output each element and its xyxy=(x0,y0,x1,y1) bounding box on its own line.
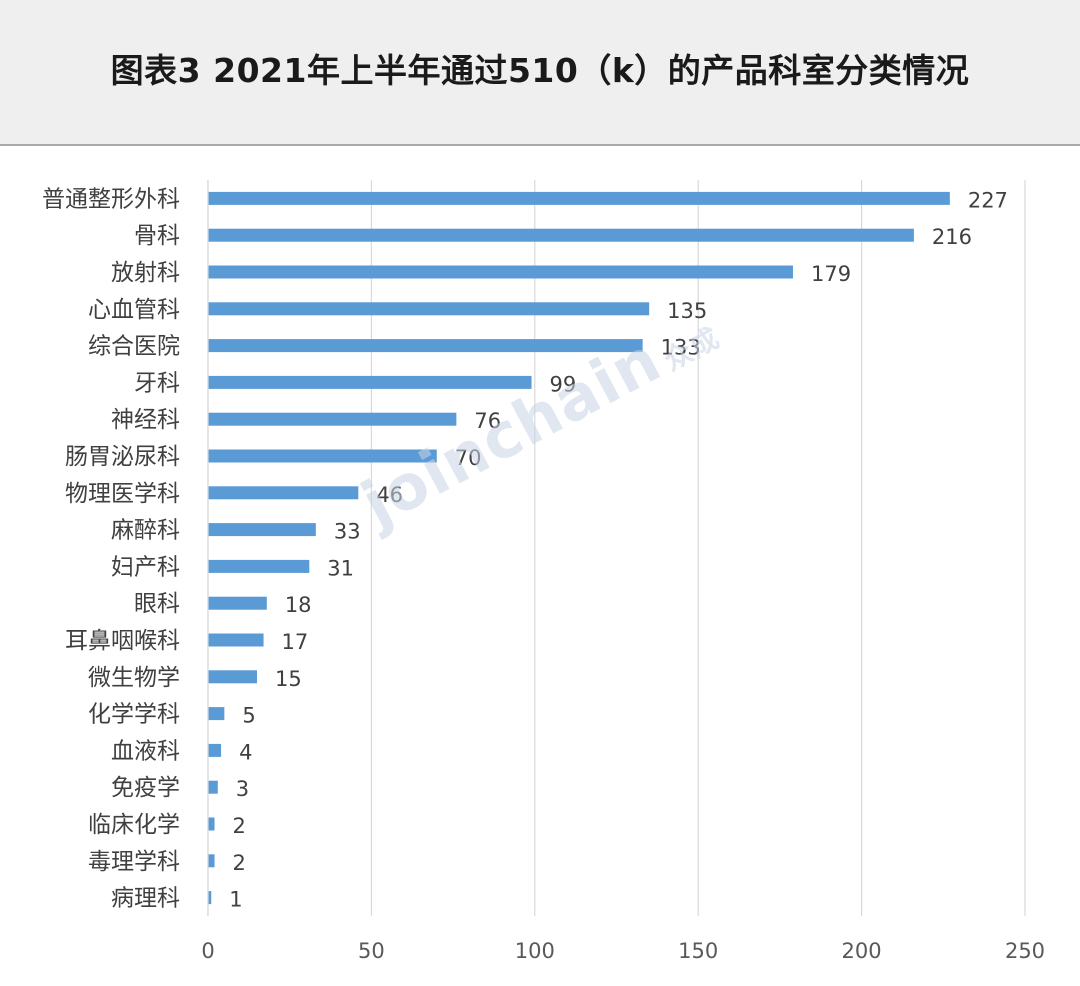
data-label: 76 xyxy=(474,409,501,433)
category-label: 神经科 xyxy=(111,407,180,433)
data-label: 3 xyxy=(236,777,249,801)
category-label: 放射科 xyxy=(111,260,180,286)
data-label: 17 xyxy=(282,630,309,654)
bar xyxy=(208,228,914,242)
x-tick-label: 0 xyxy=(201,939,214,963)
bar xyxy=(208,191,950,205)
bar xyxy=(208,596,267,610)
chart-panel: 0 50 100 150 200 250 普通整形外科 227 骨科 216 放射科 179 心血管科 1… xyxy=(0,146,1080,986)
category-label: 综合医院 xyxy=(88,334,180,360)
category-label: 牙科 xyxy=(134,370,180,396)
data-label: 31 xyxy=(327,556,354,580)
data-label: 70 xyxy=(455,446,482,470)
category-label: 物理医学科 xyxy=(65,481,180,507)
bar xyxy=(208,523,316,537)
data-label: 2 xyxy=(233,814,246,838)
data-label: 33 xyxy=(334,520,361,544)
bar xyxy=(208,743,222,757)
data-label: 5 xyxy=(242,704,255,728)
data-label: 133 xyxy=(661,336,701,360)
bar xyxy=(208,670,258,684)
bar-chart: 0 50 100 150 200 250 普通整形外科 227 骨科 216 放射科 179 心血管科 1… xyxy=(42,180,1045,963)
category-label: 耳鼻咽喉科 xyxy=(65,628,180,654)
category-label: 妇产科 xyxy=(111,554,180,580)
x-tick-label: 100 xyxy=(515,939,555,963)
data-label: 135 xyxy=(667,299,707,323)
category-label: 肠胃泌尿科 xyxy=(65,444,180,470)
bar xyxy=(208,817,215,831)
bar xyxy=(208,486,359,500)
bar xyxy=(208,854,215,868)
x-tick-label: 200 xyxy=(842,939,882,963)
bar xyxy=(208,707,225,721)
chart-title: 图表3 2021年上半年通过510（k）的产品科室分类情况 xyxy=(110,51,970,90)
bar xyxy=(208,375,532,389)
bar xyxy=(208,780,218,794)
x-tick-label: 150 xyxy=(678,939,718,963)
category-label: 骨科 xyxy=(134,223,180,249)
category-label: 血液科 xyxy=(111,738,180,764)
data-label: 18 xyxy=(285,593,312,617)
category-label: 病理科 xyxy=(111,886,180,912)
bar xyxy=(208,449,437,463)
data-label: 216 xyxy=(932,225,972,249)
data-label: 99 xyxy=(550,372,577,396)
x-tick-label: 250 xyxy=(1005,939,1045,963)
data-label: 15 xyxy=(275,667,302,691)
category-label: 临床化学 xyxy=(88,812,180,838)
data-label: 179 xyxy=(811,262,851,286)
category-label: 免疫学 xyxy=(111,775,180,801)
category-label: 心血管科 xyxy=(88,297,180,323)
category-label: 微生物学 xyxy=(88,665,180,691)
data-label: 1 xyxy=(229,888,242,912)
category-label: 眼科 xyxy=(134,591,180,617)
category-label: 毒理学科 xyxy=(88,849,180,875)
bar xyxy=(208,339,643,353)
data-label: 227 xyxy=(968,188,1008,212)
data-label: 2 xyxy=(233,851,246,875)
category-label: 普通整形外科 xyxy=(42,186,180,212)
bar xyxy=(208,633,264,647)
bar xyxy=(208,302,650,316)
bar xyxy=(208,559,310,573)
x-tick-label: 50 xyxy=(358,939,385,963)
bar xyxy=(208,265,793,279)
chart-header: 图表3 2021年上半年通过510（k）的产品科室分类情况 xyxy=(0,0,1080,146)
category-label: 化学学科 xyxy=(88,702,180,728)
bar xyxy=(208,412,457,426)
data-label: 4 xyxy=(239,740,252,764)
bar xyxy=(208,891,212,905)
data-label: 46 xyxy=(376,483,403,507)
category-label: 麻醉科 xyxy=(111,518,180,544)
